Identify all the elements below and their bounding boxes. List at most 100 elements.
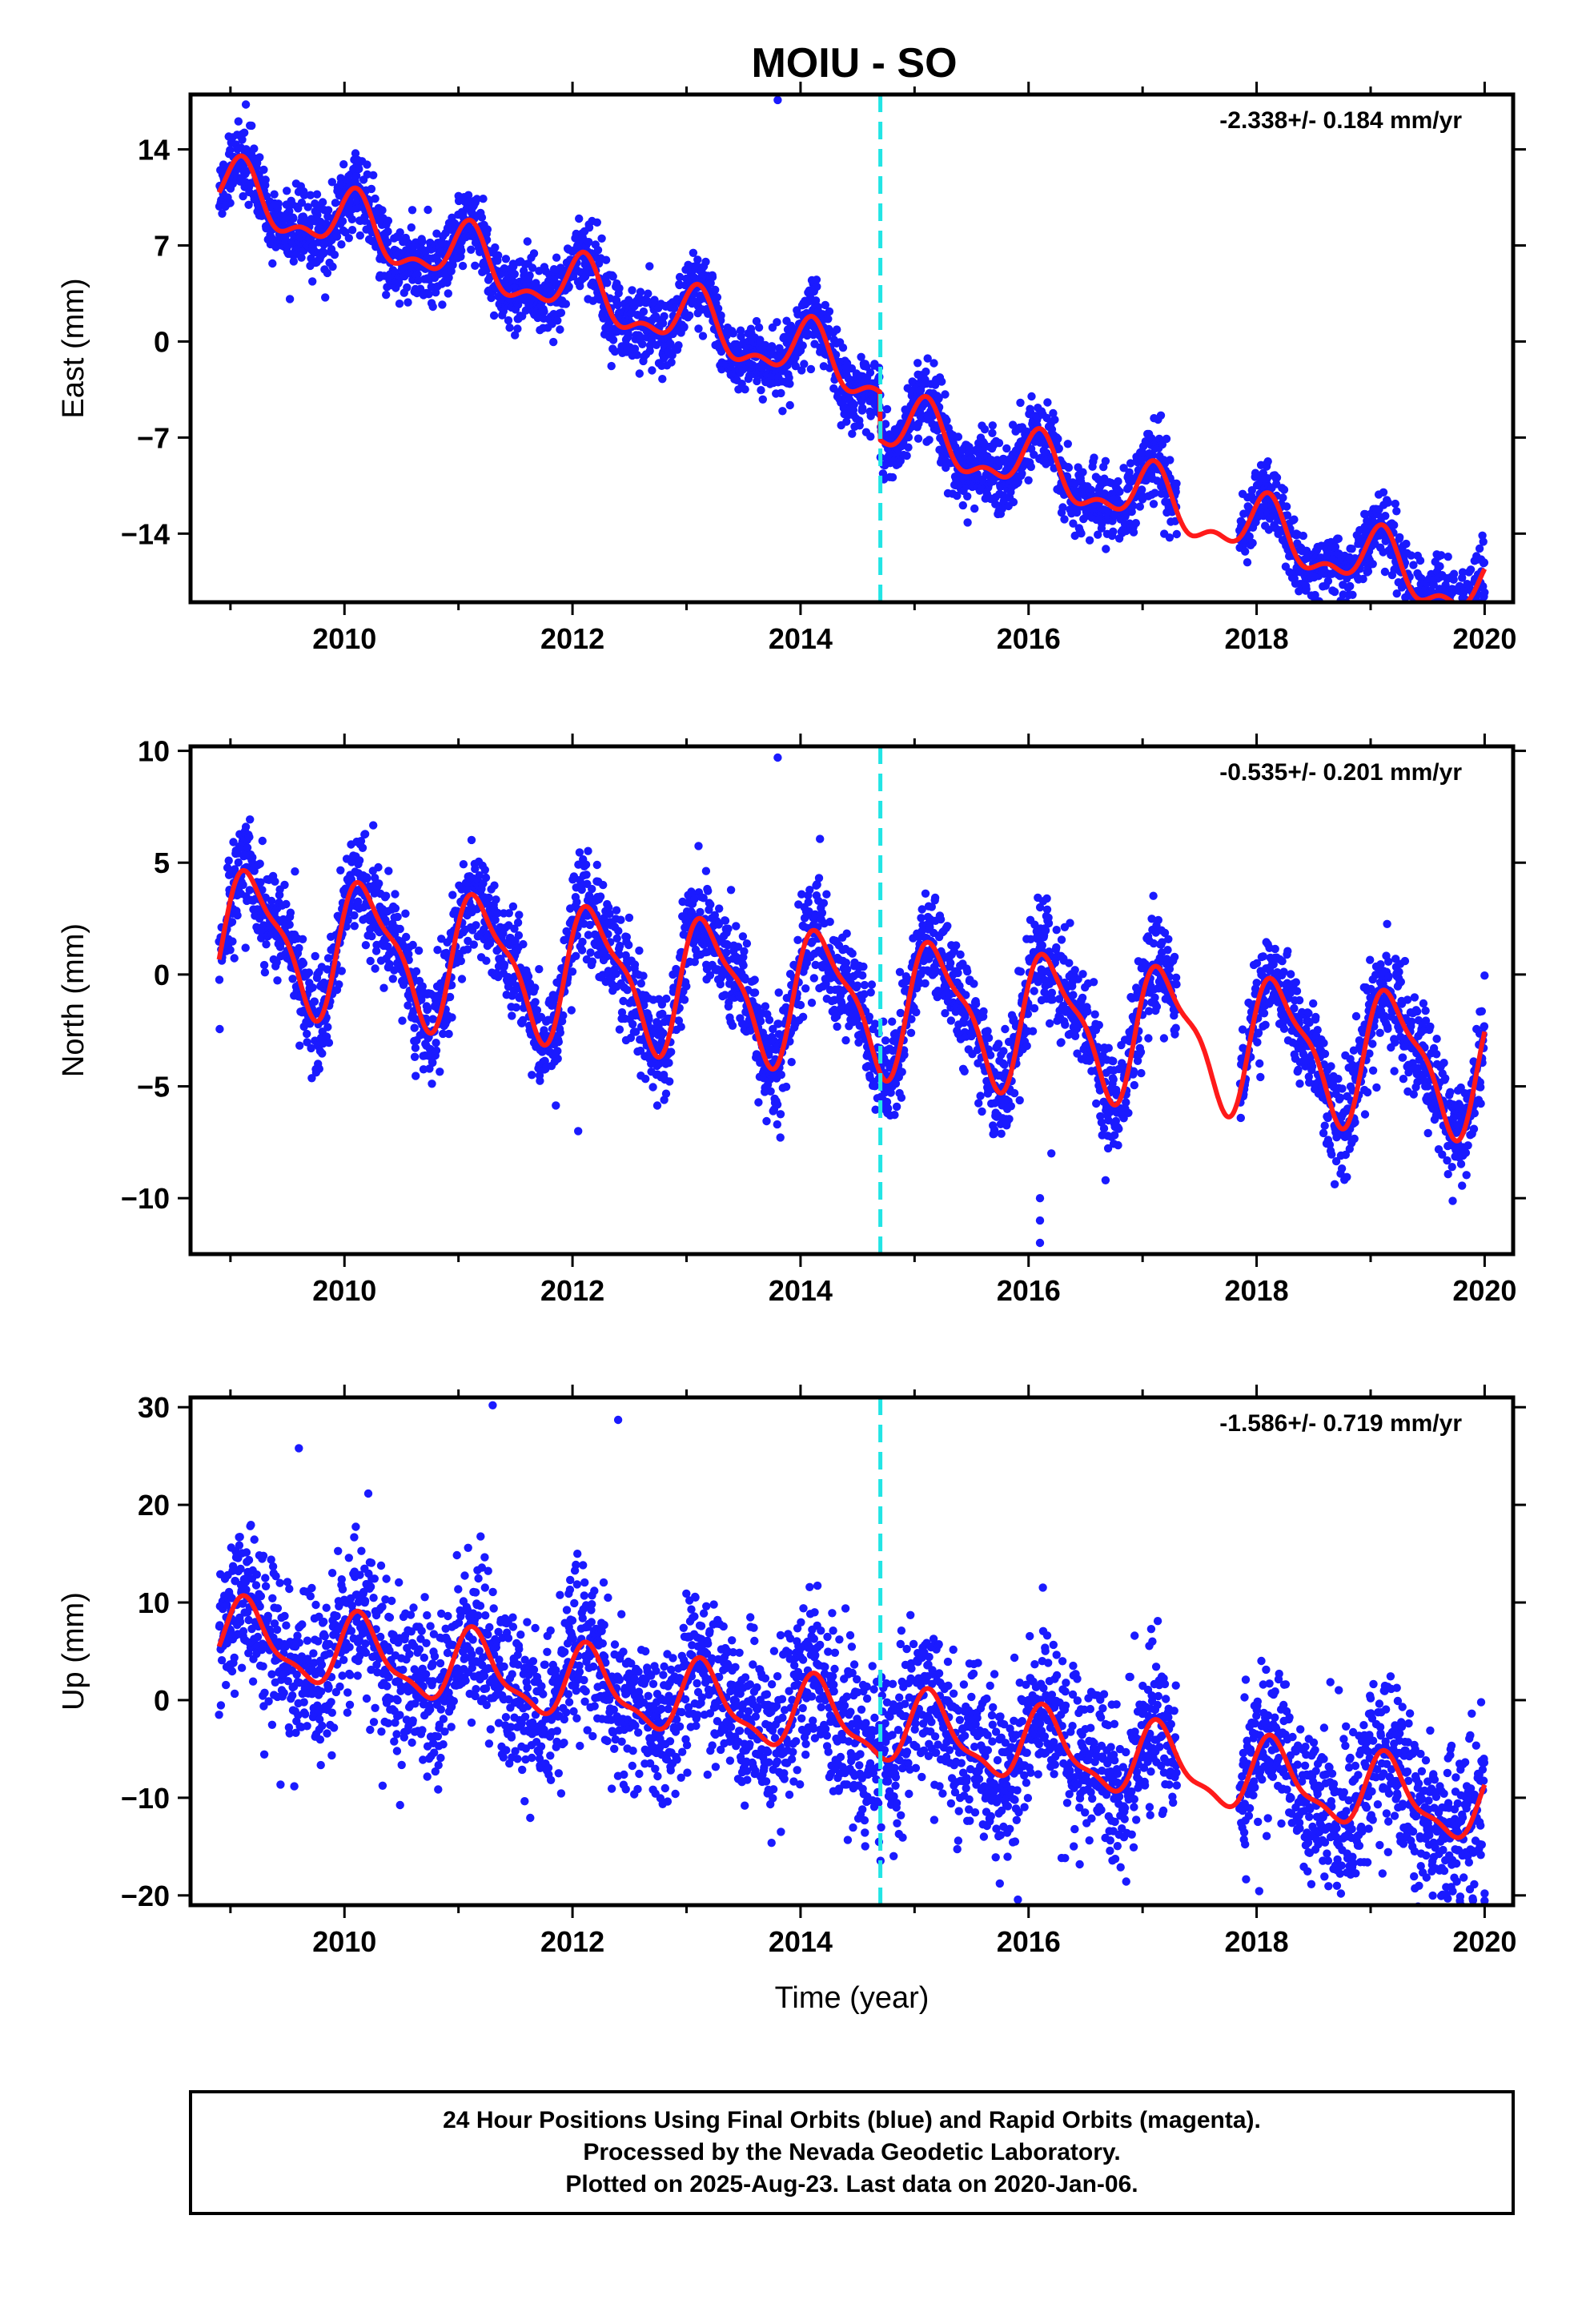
east-data-point [1424, 613, 1432, 621]
east-data-point [685, 311, 694, 320]
east-data-point [509, 262, 518, 271]
east-data-point [226, 199, 235, 207]
east-data-point [881, 420, 890, 428]
east-data-point [261, 175, 270, 184]
east-data-point [471, 261, 480, 270]
north-data-point [592, 860, 601, 870]
north-data-point [588, 957, 597, 966]
north-data-point [412, 967, 421, 976]
east-data-point [1348, 590, 1357, 599]
east-data-point [1383, 498, 1393, 507]
east-data-point [444, 289, 452, 298]
north-data-point [224, 856, 233, 865]
east-data-point [239, 191, 247, 201]
north-data-point [732, 922, 741, 931]
east-data-point [1162, 434, 1171, 444]
east-data-point [378, 206, 387, 215]
east-data-point [1430, 608, 1438, 616]
north-data-point [636, 979, 645, 988]
east-data-point [1466, 565, 1476, 574]
east-data-point [942, 416, 951, 425]
east-data-point [561, 300, 570, 308]
east-data-point [791, 362, 800, 371]
east-data-point [824, 315, 833, 324]
east-data-point [553, 316, 562, 325]
north-data-point [393, 912, 402, 922]
east-data-point [363, 160, 371, 169]
east-data-point [675, 272, 685, 282]
north-data-point [750, 988, 760, 997]
north-data-point [696, 907, 705, 917]
north-data-point [724, 924, 733, 933]
east-data-point [645, 262, 654, 271]
north-data-point [567, 1006, 576, 1015]
east-data-point [758, 395, 767, 404]
east-data-point [438, 300, 447, 309]
north-data-point [423, 1004, 432, 1014]
east-data-point [564, 282, 573, 292]
north-data-point [612, 906, 621, 915]
north-data-point [241, 822, 251, 831]
east-data-point [487, 293, 496, 303]
east-data-point [491, 243, 500, 252]
east-data-point [798, 341, 807, 350]
east-data-point [833, 325, 841, 334]
east-outlier-point [773, 95, 782, 105]
east-data-point [1463, 605, 1471, 613]
east-x-tick-label: 2018 [1225, 622, 1289, 655]
east-data-point [1027, 392, 1036, 401]
north-data-point [428, 1080, 436, 1088]
north-data-point [588, 884, 596, 894]
north-data-point [337, 967, 346, 975]
east-data-point [1325, 606, 1333, 614]
east-data-point [556, 308, 566, 317]
north-data-point [259, 960, 269, 970]
north-points [215, 753, 1489, 1248]
east-data-point [1480, 588, 1489, 597]
east-data-point [416, 284, 425, 293]
east-data-point [383, 216, 393, 225]
east-data-point [247, 121, 256, 131]
east-data-point [1427, 608, 1435, 616]
east-data-point [318, 198, 327, 207]
east-data-point [1454, 605, 1462, 613]
north-data-point [756, 1017, 765, 1026]
east-data-point [1114, 476, 1122, 486]
east-data-point [331, 199, 340, 207]
north-data-point [323, 1023, 332, 1031]
east-data-point [838, 344, 848, 352]
north-data-point [228, 937, 237, 946]
north-data-point [375, 879, 383, 888]
north-data-point [531, 998, 540, 1007]
east-data-point [504, 316, 513, 325]
east-data-point [1109, 527, 1118, 536]
east-data-point [855, 421, 864, 430]
east-data-point [613, 300, 622, 310]
east-data-point [540, 307, 548, 316]
north-data-point [661, 1089, 671, 1098]
east-data-point [597, 234, 606, 243]
east-data-point [694, 324, 703, 333]
north-data-point [245, 886, 254, 895]
east-data-point [963, 492, 972, 501]
east-data-point [608, 272, 617, 281]
north-data-point [288, 975, 297, 983]
east-data-point [367, 184, 376, 194]
east-data-point [501, 255, 511, 263]
east-data-point [753, 376, 761, 386]
east-data-point [1447, 605, 1456, 613]
east-data-point [811, 296, 821, 305]
north-data-point [586, 948, 595, 957]
east-data-point [297, 253, 306, 262]
north-data-point [410, 1023, 419, 1032]
east-data-point [1336, 609, 1344, 617]
east-data-point [668, 351, 677, 360]
east-data-point [1419, 616, 1427, 624]
north-data-point [369, 821, 378, 830]
north-data-point [367, 931, 376, 941]
north-data-point [536, 1076, 544, 1085]
east-data-point [601, 255, 611, 264]
east-data-point [1402, 539, 1411, 549]
east-y-axis-label: East (mm) [57, 278, 90, 418]
east-data-point [1435, 606, 1443, 614]
